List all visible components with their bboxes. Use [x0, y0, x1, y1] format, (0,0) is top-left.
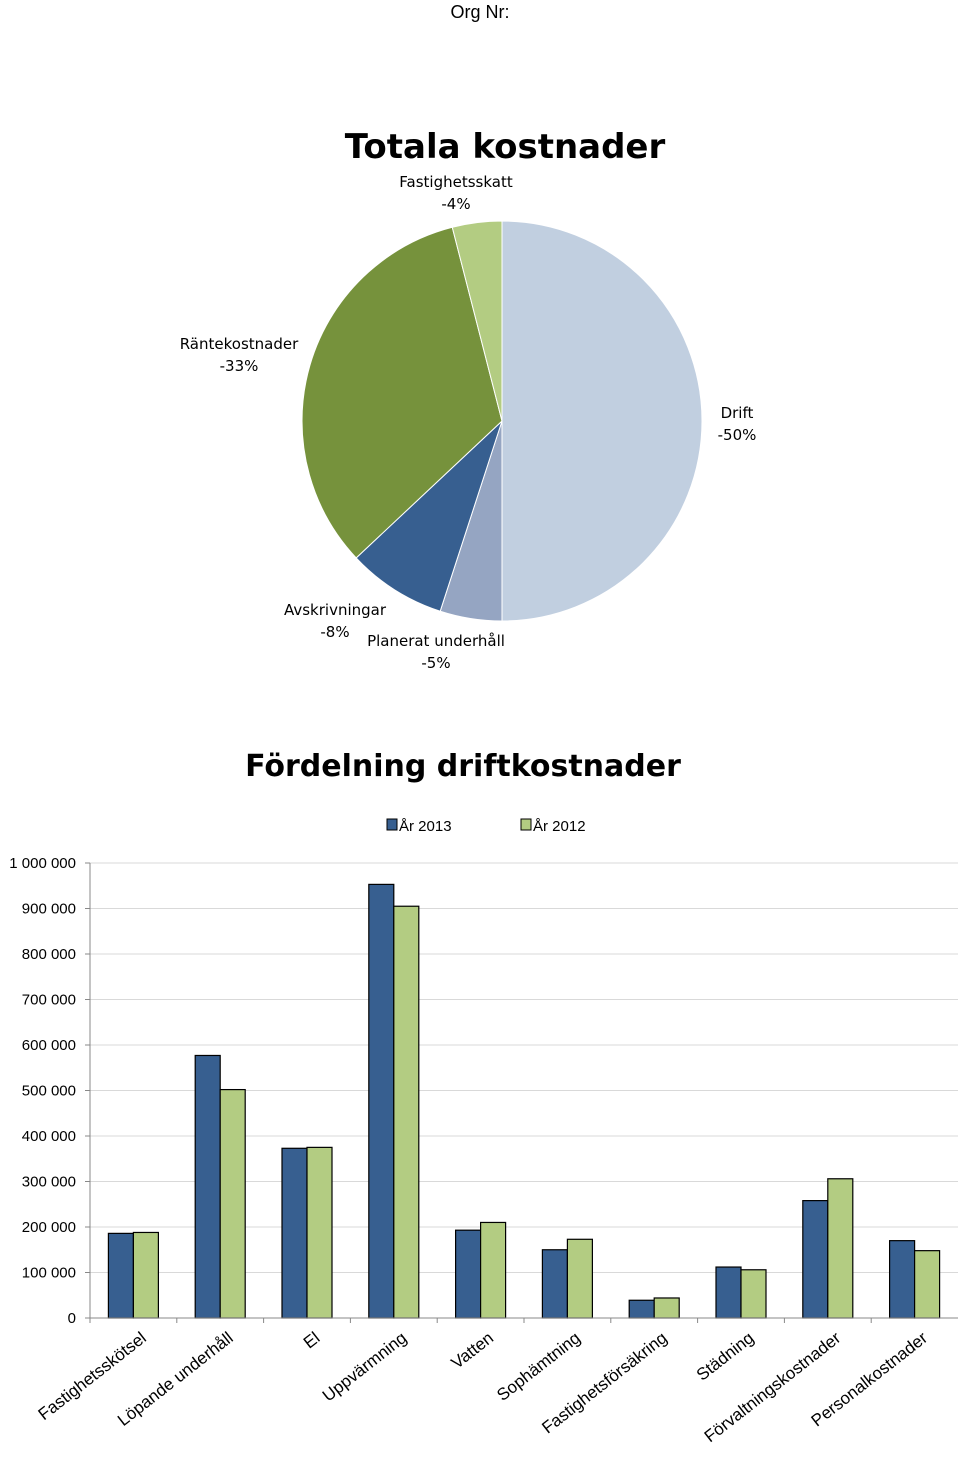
bar-stadning-ar-2013	[715, 1266, 742, 1319]
bar-uppvarmning-ar-2012	[393, 905, 420, 1319]
pie-slices	[301, 220, 703, 622]
org-number-label: Org Nr:	[450, 2, 510, 22]
pie-slice-fastighetsskatt	[451, 220, 503, 422]
bar-stadning-ar-2012	[740, 1269, 767, 1319]
y-tick-label: 400 000	[22, 1128, 76, 1145]
y-tick-label: 900 000	[22, 901, 76, 918]
bar-vatten-ar-2013	[455, 1229, 482, 1319]
bar-el-ar-2012	[306, 1146, 333, 1319]
legend-label-2013: År 2013	[399, 818, 452, 835]
bar-chart: Fördelning driftkostnader År 2013 År 201…	[9, 749, 958, 1446]
pie-label-drift-name: Drift	[721, 404, 754, 422]
bar-chart-title: Fördelning driftkostnader	[245, 749, 681, 784]
pie-label-avskrivningar-value: -8%	[320, 623, 349, 641]
y-tick-label: 800 000	[22, 946, 76, 963]
pie-label-planerat-underhall: Planerat underhåll -5%	[367, 632, 505, 672]
pie-slice-drift	[501, 220, 703, 622]
bar-forvaltningskostnader-ar-2013	[802, 1200, 829, 1319]
y-tick-label: 600 000	[22, 1037, 76, 1054]
bar-lopande-underhall-ar-2012	[219, 1088, 246, 1319]
pie-label-rantekostnader-value: -33%	[220, 357, 259, 375]
y-tick-label: 500 000	[22, 1083, 76, 1100]
x-tick-label: Uppvärmning	[319, 1328, 410, 1405]
y-tick-label: 1 000 000	[9, 855, 76, 872]
y-tick-label: 100 000	[22, 1265, 76, 1282]
bar-el-ar-2013	[281, 1147, 308, 1319]
pie-label-fastighetsskatt-name: Fastighetsskatt	[399, 173, 513, 191]
bar-fastighetsskotsel-ar-2013	[107, 1232, 135, 1319]
bars	[107, 883, 941, 1319]
pie-label-rantekostnader-name: Räntekostnader	[180, 335, 299, 353]
y-tick-label: 0	[68, 1310, 76, 1327]
pie-label-rantekostnader: Räntekostnader -33%	[180, 335, 299, 375]
pie-label-planerat-underhall-value: -5%	[421, 654, 450, 672]
bar-fastighetsforsakring-ar-2013	[628, 1299, 655, 1319]
bar-sophamtning-ar-2013	[541, 1249, 569, 1319]
pie-label-avskrivningar: Avskrivningar -8%	[284, 601, 387, 641]
y-tick-label: 300 000	[22, 1174, 76, 1191]
pie-label-avskrivningar-name: Avskrivningar	[284, 601, 387, 619]
bar-fastighetsforsakring-ar-2012	[653, 1297, 680, 1319]
pie-label-fastighetsskatt-value: -4%	[441, 195, 470, 213]
y-axis: 0 100 000 200 000 300 000 400 000 500 000 600 …	[9, 855, 91, 1327]
pie-label-fastighetsskatt: Fastighetsskatt -4%	[399, 173, 513, 213]
x-tick-label: El	[300, 1328, 324, 1352]
legend-swatch-2013	[386, 818, 398, 831]
bar-sophamtning-ar-2012	[566, 1238, 594, 1319]
pie-label-planerat-underhall-name: Planerat underhåll	[367, 632, 505, 650]
pie-slice-rantekostnader	[301, 226, 503, 559]
pie-label-drift: Drift -50%	[718, 404, 757, 444]
x-tick-label: Städning	[693, 1328, 758, 1384]
bar-personalkostnader-ar-2013	[888, 1240, 916, 1319]
bar-uppvarmning-ar-2013	[368, 883, 395, 1319]
legend-item-2013: År 2013	[386, 818, 452, 835]
legend-swatch-2012	[520, 818, 532, 831]
pie-chart-title: Totala kostnader	[345, 127, 666, 167]
legend: År 2013 År 2012	[386, 818, 586, 835]
y-tick-label: 700 000	[22, 992, 76, 1009]
bar-personalkostnader-ar-2012	[913, 1250, 941, 1319]
bar-forvaltningskostnader-ar-2012	[827, 1178, 854, 1319]
legend-item-2012: År 2012	[520, 818, 586, 835]
bar-vatten-ar-2012	[480, 1221, 507, 1319]
x-tick-label: Vatten	[448, 1328, 497, 1372]
y-tick-label: 200 000	[22, 1219, 76, 1236]
x-tick-label: Sophämtning	[493, 1328, 584, 1405]
bar-lopande-underhall-ar-2013	[194, 1054, 221, 1319]
pie-slice-avskrivningar	[355, 420, 503, 612]
pie-chart: Totala kostnader Drift -50% Planerat und…	[180, 127, 757, 672]
bar-fastighetsskotsel-ar-2012	[132, 1231, 159, 1319]
legend-label-2012: År 2012	[533, 818, 586, 835]
pie-label-drift-value: -50%	[718, 426, 757, 444]
